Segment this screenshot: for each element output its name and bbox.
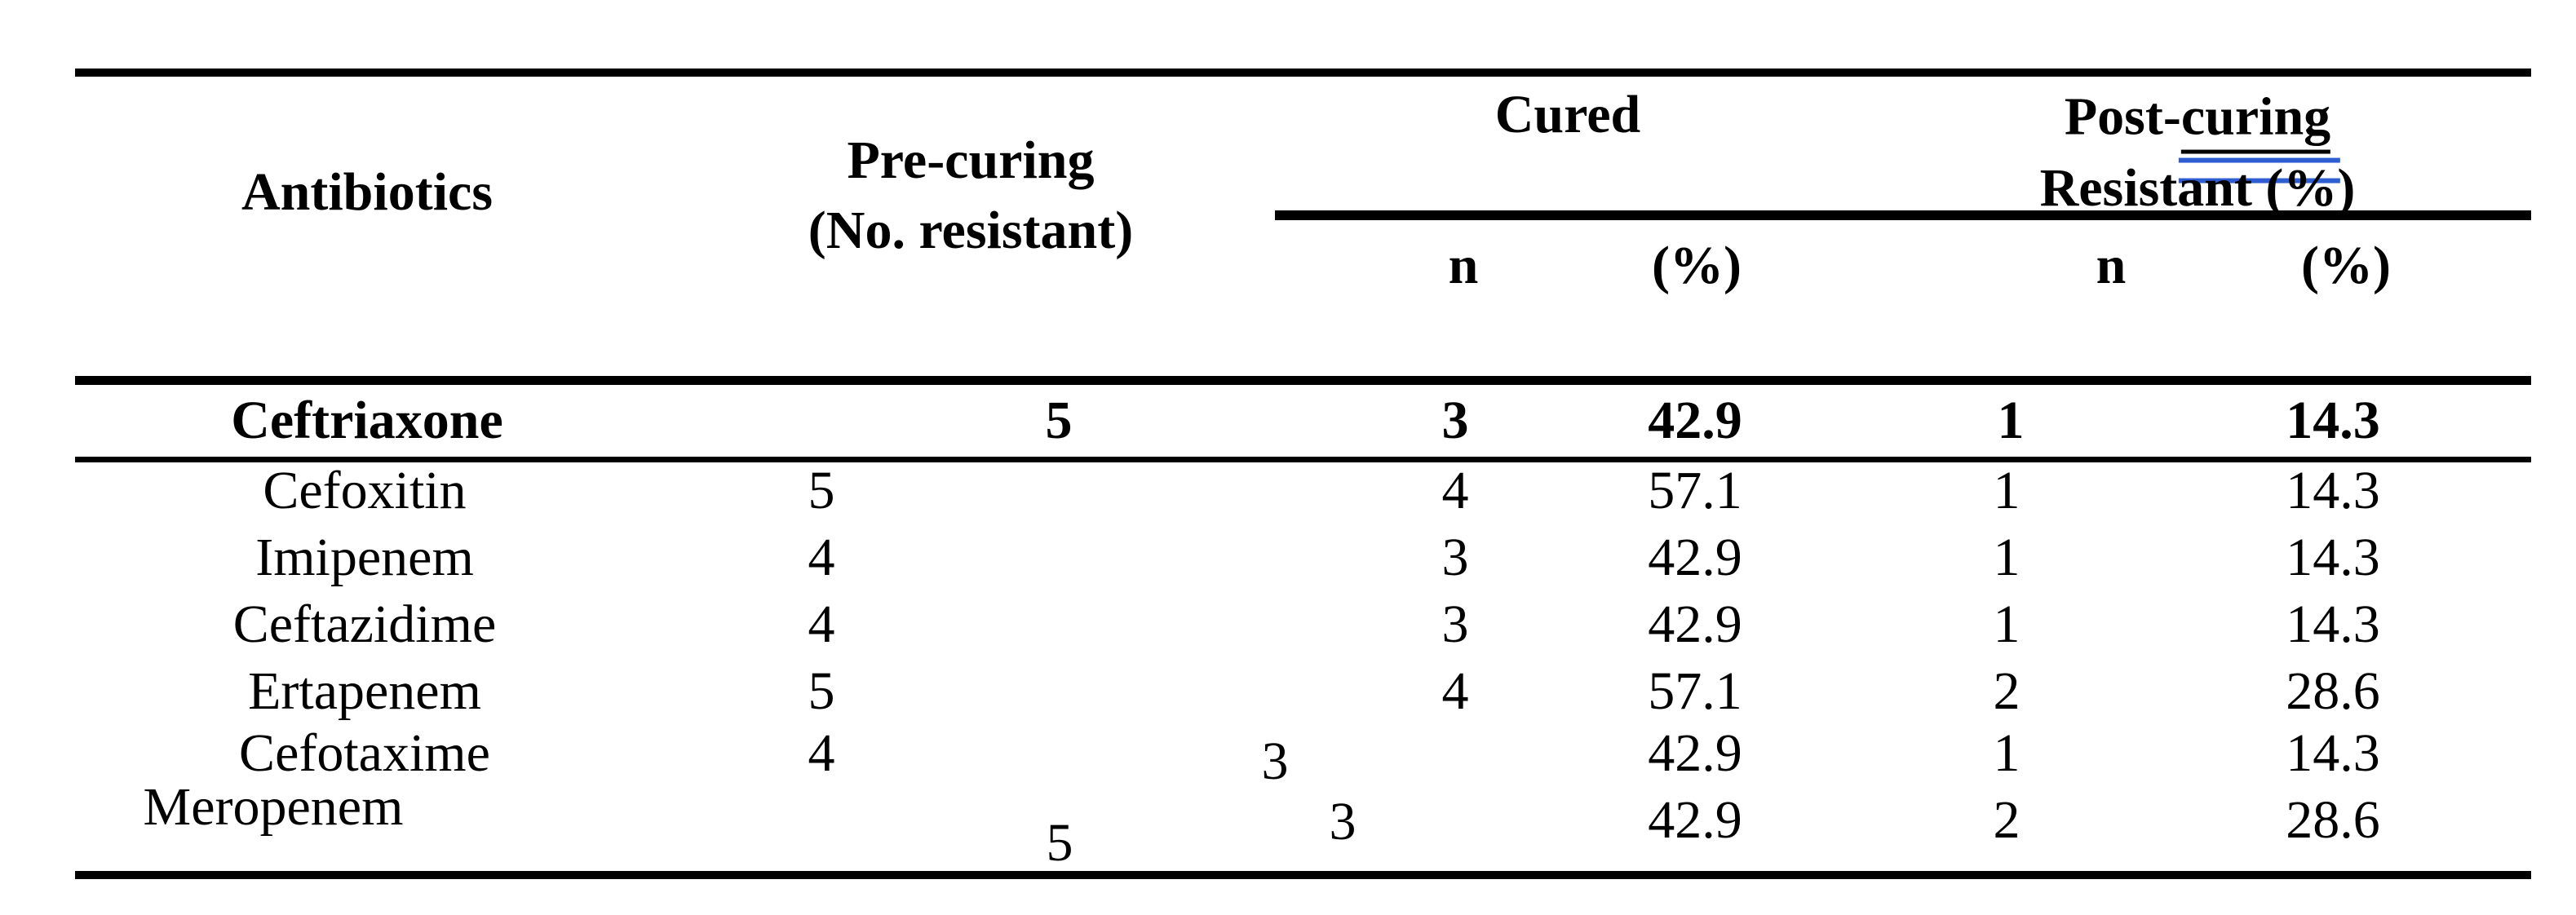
row-0-cured-pct: 42.9	[1648, 391, 1742, 451]
rule-below-first-row	[75, 457, 2531, 462]
rule-bottom	[75, 871, 2531, 879]
row-2-post-pct: 14.3	[2286, 528, 2380, 588]
row-6-antibiotic: Meropenem	[143, 777, 404, 838]
row-2-cured-pct: 42.9	[1648, 528, 1742, 588]
header-pre-curing-line2: (No. resistant)	[808, 201, 1134, 261]
row-6-cured-pct: 42.9	[1648, 790, 1742, 851]
row-0-pre-curing: 5	[1045, 391, 1073, 451]
row-1-post-pct: 14.3	[2286, 461, 2380, 521]
row-5-cured-n: 3	[1261, 732, 1289, 792]
row-3-cured-pct: 42.9	[1648, 595, 1742, 655]
row-3-pre-curing: 4	[808, 595, 835, 655]
row-0-antibiotic: Ceftriaxone	[231, 391, 503, 451]
row-3-cured-n: 3	[1441, 595, 1469, 655]
header-pre-curing-line1: Pre-curing	[847, 130, 1095, 191]
row-2-cured-n: 3	[1441, 528, 1469, 588]
row-3-post-pct: 14.3	[2286, 595, 2380, 655]
row-0-post-n: 1	[1997, 391, 2025, 451]
header-cured: Cured	[1494, 85, 1641, 145]
row-3-antibiotic: Ceftazidime	[232, 595, 497, 655]
rule-under-cured-postcuring-header	[1275, 210, 2531, 220]
row-5-post-n: 1	[1993, 723, 2021, 784]
post-curing-underlined-word: curing	[2180, 86, 2331, 154]
row-6-post-pct: 28.6	[2286, 790, 2380, 851]
row-1-antibiotic: Cefoxitin	[263, 461, 467, 521]
subheader-post-pct: (%)	[2301, 236, 2391, 296]
row-1-pre-curing: 5	[808, 461, 835, 521]
row-1-cured-n: 4	[1441, 461, 1469, 521]
row-4-post-pct: 28.6	[2286, 661, 2380, 722]
post-curing-underlined-wrap: curing	[2178, 86, 2341, 183]
row-5-pre-curing: 4	[808, 723, 835, 784]
header-post-curing-line1: Post-curing	[2064, 86, 2341, 183]
row-4-post-n: 2	[1993, 661, 2021, 722]
row-0-cured-n: 3	[1441, 391, 1469, 451]
row-2-antibiotic: Imipenem	[255, 528, 474, 588]
subheader-cured-pct: (%)	[1652, 236, 1742, 296]
row-0-post-pct: 14.3	[2286, 391, 2380, 451]
header-post-curing-line2: Resistant (%)	[2039, 158, 2356, 219]
row-6-cured-n: 3	[1329, 792, 1357, 852]
row-1-post-n: 1	[1993, 461, 2021, 521]
post-curing-prefix: Post-	[2064, 86, 2181, 147]
header-antibiotics: Antibiotics	[241, 162, 494, 223]
row-4-cured-pct: 57.1	[1648, 661, 1742, 722]
row-6-post-n: 2	[1993, 790, 2021, 851]
row-1-cured-pct: 57.1	[1648, 461, 1742, 521]
row-3-post-n: 1	[1993, 595, 2021, 655]
rule-above-first-row	[75, 376, 2531, 385]
row-5-post-pct: 14.3	[2286, 723, 2380, 784]
row-4-antibiotic: Ertapenem	[248, 661, 481, 722]
subheader-cured-n: n	[1448, 236, 1479, 296]
row-6-pre-curing: 5	[1046, 813, 1073, 873]
row-2-post-n: 1	[1993, 528, 2021, 588]
row-4-cured-n: 4	[1441, 661, 1469, 722]
rule-top	[75, 69, 2531, 77]
row-2-pre-curing: 4	[808, 528, 835, 588]
grammar-check-double-underline	[2178, 157, 2341, 183]
row-5-antibiotic: Cefotaxime	[239, 723, 490, 784]
row-4-pre-curing: 5	[808, 661, 835, 722]
row-5-cured-pct: 42.9	[1648, 723, 1742, 784]
subheader-post-n: n	[2096, 236, 2127, 296]
